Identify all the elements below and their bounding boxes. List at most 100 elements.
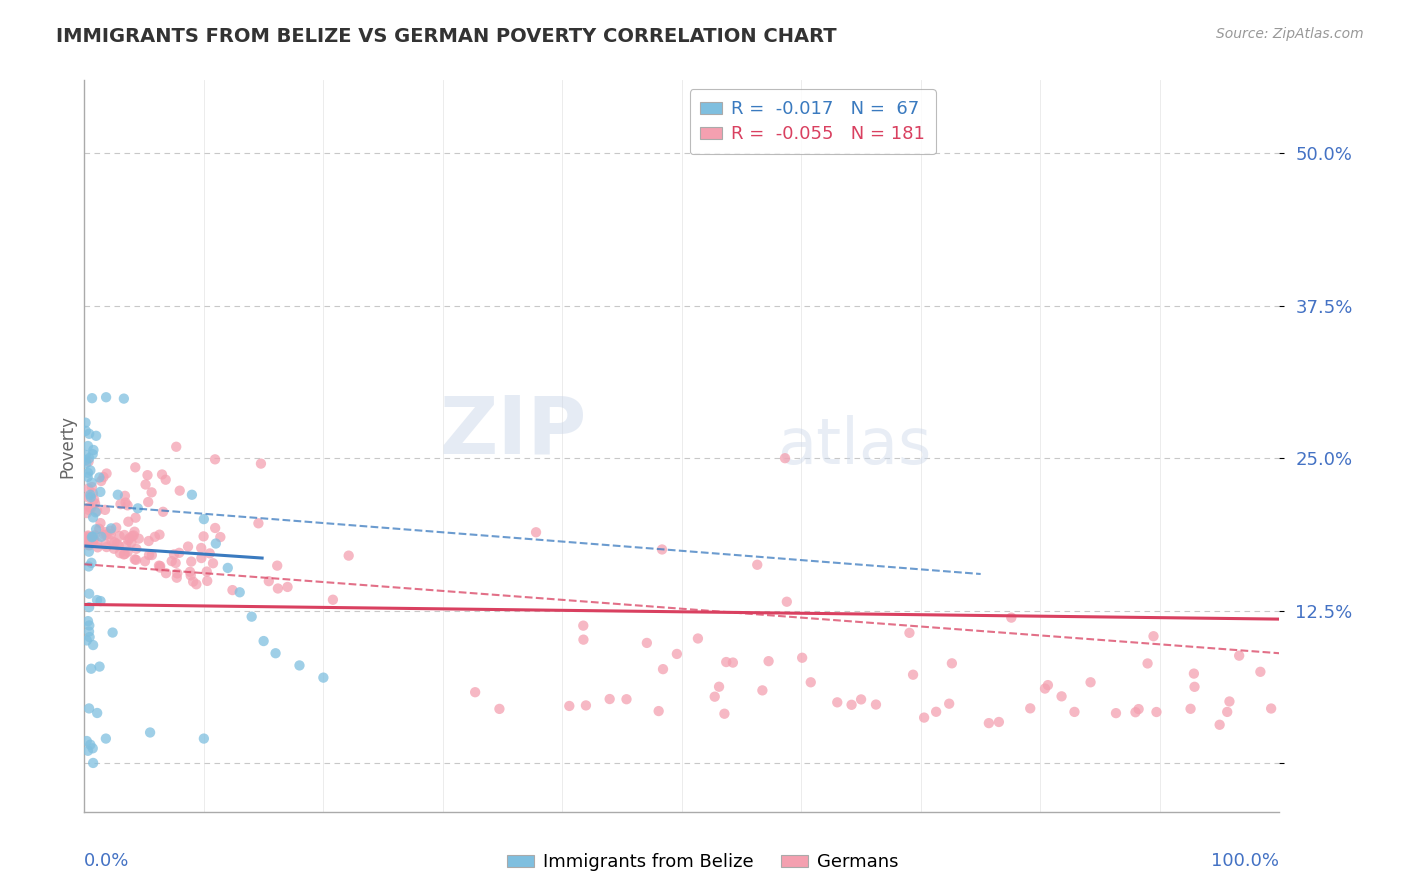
Point (716, 655, 738, 669)
Point (190, 541, 212, 555)
Point (120, 535, 142, 549)
Point (1019, 701, 1042, 715)
Point (572, 632, 595, 647)
Point (1036, 678, 1059, 692)
Point (1142, 629, 1164, 643)
Point (193, 731, 215, 746)
Point (76, 506, 98, 520)
Point (82, 510, 104, 524)
Point (647, 704, 669, 718)
Point (96, 528, 118, 542)
Point (792, 650, 814, 665)
Point (79, 738, 101, 752)
Point (114, 547, 136, 561)
Point (86, 536, 108, 550)
Point (773, 451, 796, 466)
Point (100, 521, 122, 535)
Point (76, 530, 98, 544)
Point (80, 556, 103, 570)
Point (135, 477, 157, 491)
Point (84, 522, 107, 536)
Point (149, 559, 172, 574)
Point (82, 533, 104, 548)
Point (124, 552, 146, 566)
Point (77, 559, 100, 574)
Point (124, 510, 146, 524)
Point (205, 536, 228, 550)
Point (128, 532, 150, 546)
Point (79, 500, 101, 515)
Point (82, 530, 104, 544)
Point (84, 505, 107, 519)
Point (141, 548, 163, 562)
Point (100, 534, 122, 549)
Point (195, 574, 218, 588)
Point (82, 638, 104, 652)
Point (80, 662, 103, 676)
Point (75, 536, 97, 550)
Point (136, 468, 159, 483)
Point (127, 501, 149, 516)
Point (337, 549, 360, 563)
Point (912, 710, 935, 724)
Point (79, 630, 101, 644)
Point (80, 480, 103, 494)
Point (79, 463, 101, 477)
Point (77, 544, 100, 558)
Text: IMMIGRANTS FROM BELIZE VS GERMAN POVERTY CORRELATION CHART: IMMIGRANTS FROM BELIZE VS GERMAN POVERTY… (56, 27, 837, 45)
Point (125, 553, 148, 567)
Point (1146, 705, 1168, 719)
Point (652, 662, 675, 676)
Point (86, 504, 108, 518)
Point (77, 587, 100, 601)
Point (100, 524, 122, 538)
Point (84, 429, 107, 443)
Point (105, 520, 128, 534)
Point (941, 657, 963, 671)
Point (77, 466, 100, 480)
Point (1182, 666, 1205, 681)
Point (195, 565, 218, 579)
Point (138, 548, 160, 562)
Point (108, 529, 131, 543)
Point (110, 497, 132, 511)
Point (713, 706, 735, 721)
Point (82, 531, 104, 545)
Point (141, 485, 163, 500)
Point (1050, 690, 1073, 704)
Point (89, 522, 111, 536)
Point (800, 675, 823, 690)
Point (80, 391, 103, 405)
Point (253, 634, 276, 648)
Point (75, 424, 97, 438)
Point (155, 473, 177, 487)
Point (82, 442, 104, 457)
Point (79, 537, 101, 551)
Point (572, 618, 595, 632)
Point (124, 524, 146, 539)
Point (138, 534, 160, 549)
Point (322, 592, 344, 607)
Point (89, 470, 111, 484)
Point (86, 706, 108, 720)
Point (166, 571, 188, 585)
Point (747, 558, 769, 572)
Point (79, 530, 101, 544)
Point (82, 447, 104, 461)
Point (80, 500, 103, 515)
Point (229, 585, 252, 599)
Point (165, 556, 187, 570)
Point (121, 529, 143, 543)
Point (93, 528, 115, 542)
Point (651, 542, 673, 557)
Point (90, 474, 112, 488)
Point (77, 455, 100, 469)
Point (707, 680, 730, 694)
Point (575, 698, 598, 713)
Point (124, 460, 146, 475)
Point (117, 533, 139, 548)
Point (125, 541, 148, 556)
Point (181, 574, 204, 589)
Point (247, 516, 270, 531)
Point (75, 416, 97, 430)
